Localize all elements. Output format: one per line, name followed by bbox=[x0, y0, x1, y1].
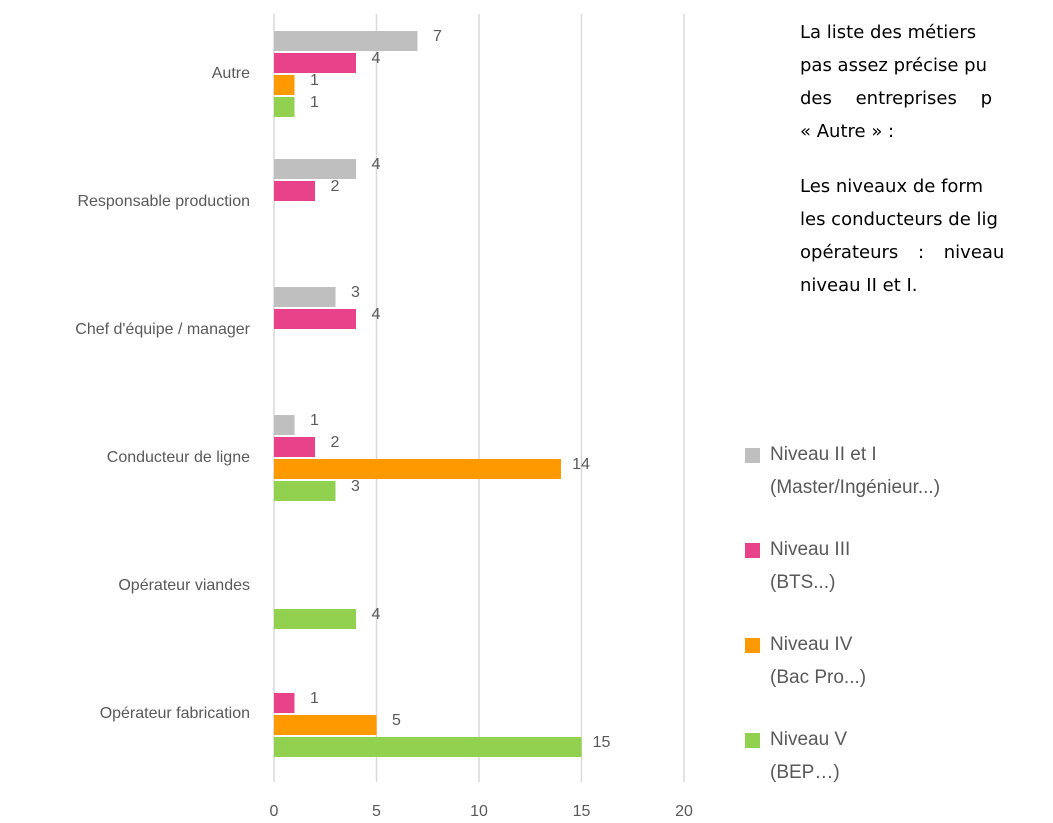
bar bbox=[274, 609, 356, 629]
legend-label: Niveau II et I (Master/Ingénieur...) bbox=[770, 444, 940, 498]
bar bbox=[274, 693, 295, 713]
note-line: niveau II et I. bbox=[800, 275, 918, 296]
note-line: des entreprises p bbox=[800, 88, 992, 109]
value-label: 4 bbox=[372, 306, 381, 323]
value-label: 14 bbox=[572, 456, 590, 473]
value-label: 7 bbox=[433, 28, 442, 45]
value-label: 3 bbox=[351, 284, 360, 301]
y-tick-label: Conducteur de ligne bbox=[107, 449, 250, 466]
note-line: opérateurs : niveau bbox=[800, 242, 1004, 263]
bar bbox=[274, 75, 295, 95]
y-tick-label: Opérateur viandes bbox=[118, 577, 250, 594]
bar bbox=[274, 459, 561, 479]
note-line: Les niveaux de form bbox=[800, 176, 983, 197]
bar bbox=[274, 287, 336, 307]
bar bbox=[274, 481, 336, 501]
value-label: 5 bbox=[392, 712, 401, 729]
note-line: pas assez précise pu bbox=[800, 55, 987, 76]
value-label: 15 bbox=[593, 734, 611, 751]
legend-swatch bbox=[745, 448, 760, 463]
bar bbox=[274, 31, 418, 51]
value-label: 4 bbox=[372, 156, 381, 173]
legend-swatch bbox=[745, 638, 760, 653]
x-tick-label: 20 bbox=[675, 803, 693, 820]
value-label: 1 bbox=[310, 690, 319, 707]
value-label: 2 bbox=[331, 434, 340, 451]
x-tick-label: 15 bbox=[573, 803, 591, 820]
x-tick-label: 5 bbox=[372, 803, 381, 820]
bar bbox=[274, 309, 356, 329]
bar bbox=[274, 181, 315, 201]
x-tick-label: 0 bbox=[270, 803, 279, 820]
y-tick-label: Opérateur fabrication bbox=[100, 705, 250, 722]
legend-label: Niveau III (BTS...) bbox=[770, 539, 850, 593]
value-label: 1 bbox=[310, 94, 319, 111]
legend-label: Niveau V (BEP…) bbox=[770, 729, 847, 783]
value-label: 4 bbox=[372, 606, 381, 623]
bar bbox=[274, 437, 315, 457]
note-line: La liste des métiers bbox=[800, 22, 976, 43]
bar bbox=[274, 53, 356, 73]
note-line: « Autre » : bbox=[800, 121, 894, 142]
value-label: 1 bbox=[310, 72, 319, 89]
legend-swatch bbox=[745, 733, 760, 748]
legend-label: Niveau IV (Bac Pro...) bbox=[770, 634, 866, 688]
bar bbox=[274, 159, 356, 179]
x-tick-label: 10 bbox=[470, 803, 488, 820]
bar bbox=[274, 97, 295, 117]
legend-swatch bbox=[745, 543, 760, 558]
y-tick-label: Autre bbox=[212, 65, 250, 82]
bar bbox=[274, 715, 377, 735]
y-tick-label: Responsable production bbox=[77, 193, 250, 210]
value-label: 4 bbox=[372, 50, 381, 67]
y-tick-label: Chef d'équipe / manager bbox=[75, 321, 250, 338]
value-label: 3 bbox=[351, 478, 360, 495]
value-label: 2 bbox=[331, 178, 340, 195]
bar bbox=[274, 415, 295, 435]
value-label: 1 bbox=[310, 412, 319, 429]
bar bbox=[274, 737, 582, 757]
note-line: les conducteurs de lig bbox=[800, 209, 998, 230]
